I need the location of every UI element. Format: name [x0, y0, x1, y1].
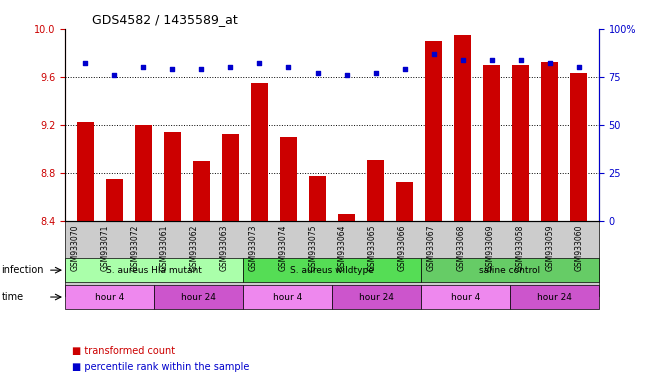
Text: GSM933068: GSM933068: [456, 225, 465, 271]
Bar: [135, 125, 152, 221]
Point: [225, 64, 236, 70]
Text: GSM933058: GSM933058: [516, 225, 525, 271]
Text: GSM933073: GSM933073: [249, 225, 258, 271]
Text: hour 4: hour 4: [451, 293, 480, 301]
Point: [138, 64, 148, 70]
Bar: [222, 134, 239, 221]
Text: GSM933075: GSM933075: [308, 225, 317, 271]
Point: [196, 66, 206, 72]
Point: [544, 60, 555, 66]
Bar: [251, 83, 268, 221]
Bar: [483, 65, 500, 221]
Point: [458, 56, 468, 63]
Bar: [512, 65, 529, 221]
Text: infection: infection: [1, 265, 44, 275]
Bar: [309, 176, 326, 221]
Text: GSM933063: GSM933063: [219, 225, 229, 271]
Bar: [367, 160, 384, 221]
Text: hour 24: hour 24: [359, 293, 394, 301]
Bar: [396, 182, 413, 221]
Bar: [164, 132, 181, 221]
Text: GSM933067: GSM933067: [427, 225, 436, 271]
Text: GSM933072: GSM933072: [130, 225, 139, 271]
Text: S. aureus wildtype: S. aureus wildtype: [290, 266, 374, 275]
Text: GSM933070: GSM933070: [71, 225, 80, 271]
Point: [109, 72, 120, 78]
Text: S. aureus Hla mutant: S. aureus Hla mutant: [106, 266, 202, 275]
Point: [370, 70, 381, 76]
Point: [167, 66, 178, 72]
Bar: [193, 161, 210, 221]
Point: [399, 66, 409, 72]
Bar: [454, 35, 471, 221]
Point: [283, 64, 294, 70]
Bar: [338, 214, 355, 221]
Text: GSM933059: GSM933059: [546, 225, 555, 271]
Bar: [105, 179, 123, 221]
Point: [255, 60, 265, 66]
Text: hour 4: hour 4: [273, 293, 302, 301]
Text: saline control: saline control: [479, 266, 540, 275]
Text: GSM933062: GSM933062: [189, 225, 199, 271]
Text: hour 24: hour 24: [537, 293, 572, 301]
Bar: [570, 73, 587, 221]
Bar: [280, 137, 298, 221]
Text: GSM933061: GSM933061: [160, 225, 169, 271]
Point: [80, 60, 90, 66]
Text: GSM933066: GSM933066: [397, 225, 406, 271]
Bar: [541, 62, 559, 221]
Text: hour 24: hour 24: [181, 293, 216, 301]
Text: GSM933074: GSM933074: [279, 225, 288, 271]
Text: GSM933071: GSM933071: [101, 225, 109, 271]
Bar: [425, 41, 442, 221]
Text: ■ percentile rank within the sample: ■ percentile rank within the sample: [72, 362, 249, 372]
Text: GSM933069: GSM933069: [486, 225, 495, 271]
Bar: [77, 122, 94, 221]
Point: [516, 56, 526, 63]
Text: ■ transformed count: ■ transformed count: [72, 346, 174, 356]
Text: GSM933065: GSM933065: [368, 225, 376, 271]
Point: [341, 72, 352, 78]
Point: [574, 64, 584, 70]
Text: GDS4582 / 1435589_at: GDS4582 / 1435589_at: [92, 13, 238, 26]
Text: hour 4: hour 4: [95, 293, 124, 301]
Point: [312, 70, 323, 76]
Text: GSM933060: GSM933060: [575, 225, 584, 271]
Text: GSM933064: GSM933064: [338, 225, 347, 271]
Point: [428, 51, 439, 57]
Text: time: time: [1, 292, 23, 302]
Point: [486, 56, 497, 63]
